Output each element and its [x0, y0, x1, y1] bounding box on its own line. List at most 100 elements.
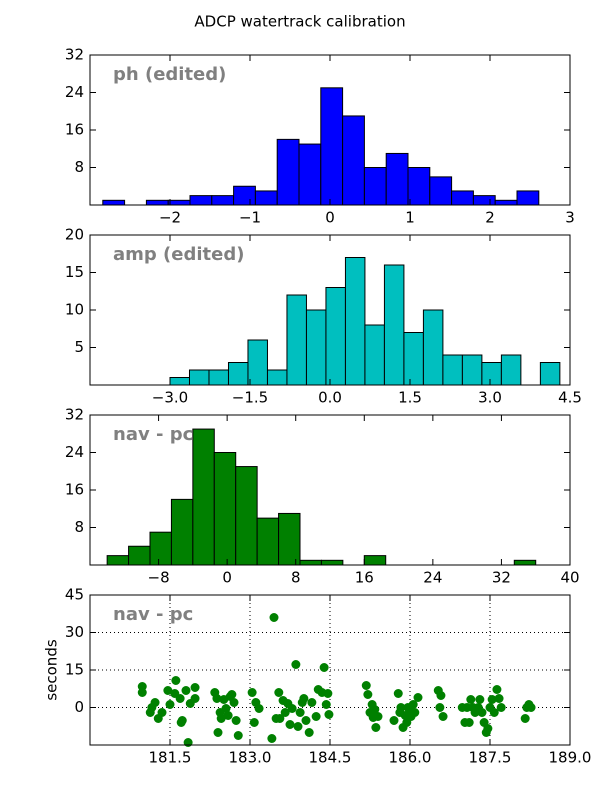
- bar: [211, 195, 235, 206]
- y-tick-label: 20: [65, 226, 84, 244]
- x-tick-label: 0: [325, 209, 335, 227]
- scatter-point: [165, 700, 175, 709]
- y-tick-label: 24: [65, 83, 84, 101]
- scatter-point: [496, 703, 506, 712]
- scatter-point: [307, 698, 317, 707]
- scatter-point: [466, 695, 476, 704]
- scatter-point: [280, 708, 290, 717]
- bar: [363, 555, 387, 566]
- bar: [513, 559, 537, 566]
- panel-label: nav - pc: [113, 424, 193, 445]
- scatter-point: [274, 688, 284, 697]
- y-tick-label: 8: [74, 518, 84, 536]
- x-tick-label: 1: [405, 209, 415, 227]
- bar: [233, 185, 256, 206]
- scatter-point: [213, 728, 223, 737]
- bar: [276, 138, 300, 206]
- scatter-point: [413, 693, 423, 702]
- bar: [266, 369, 288, 386]
- scatter-point: [150, 698, 160, 707]
- scatter-point: [275, 714, 285, 723]
- scatter-point: [267, 734, 277, 743]
- scatter-point: [410, 708, 420, 717]
- bar: [494, 199, 518, 206]
- scatter-point: [269, 613, 279, 622]
- bar: [442, 354, 463, 386]
- scatter-point: [293, 722, 303, 731]
- x-tick-label: 40: [560, 569, 579, 587]
- scatter-point: [227, 690, 237, 699]
- x-tick-label: 186.0: [389, 749, 432, 767]
- y-tick-label: 24: [65, 443, 84, 461]
- x-tick-label: 16: [355, 569, 374, 587]
- scatter-point: [464, 718, 474, 727]
- y-tick-label: 30: [65, 623, 84, 641]
- bar: [364, 324, 385, 386]
- scatter-point: [436, 691, 446, 700]
- y-tick-label: 16: [65, 481, 84, 499]
- bar: [247, 339, 268, 386]
- bar: [170, 498, 194, 566]
- bar: [472, 195, 496, 206]
- y-tick-label: 10: [65, 301, 84, 319]
- scatter-point: [190, 683, 200, 692]
- bar: [516, 190, 540, 206]
- bar: [320, 559, 344, 566]
- scatter-point: [475, 695, 485, 704]
- x-tick-label: −1: [239, 209, 261, 227]
- scatter-point: [299, 694, 309, 703]
- scatter-point: [483, 724, 493, 733]
- bar: [128, 545, 151, 566]
- bar: [320, 87, 344, 206]
- scatter-point: [287, 704, 297, 713]
- bar: [422, 309, 444, 386]
- x-tick-label: 4.5: [558, 389, 582, 407]
- scatter-point: [323, 689, 333, 698]
- scatter-point: [176, 718, 186, 727]
- bar: [298, 143, 322, 206]
- scatter-point: [363, 690, 373, 699]
- y-tick-label: 5: [74, 338, 84, 356]
- bar: [299, 559, 322, 566]
- x-tick-label: 183.0: [229, 749, 272, 767]
- scatter-point: [526, 703, 536, 712]
- bar: [383, 264, 405, 386]
- scatter-point: [361, 681, 371, 690]
- bar: [106, 555, 130, 566]
- bar: [500, 354, 522, 386]
- scatter-point: [324, 710, 334, 719]
- bar: [385, 152, 409, 206]
- scatter-point: [171, 676, 181, 685]
- scatter-point: [492, 685, 502, 694]
- scatter-point: [247, 688, 257, 697]
- bar: [167, 199, 191, 206]
- scatter-point: [231, 716, 241, 725]
- bar: [102, 199, 126, 206]
- bar: [149, 531, 172, 566]
- x-tick-label: 189.0: [549, 749, 592, 767]
- scatter-point: [285, 720, 295, 729]
- bar: [403, 332, 424, 386]
- scatter-point: [137, 688, 147, 697]
- scatter-point: [181, 686, 191, 695]
- scatter-point: [319, 663, 329, 672]
- x-tick-label: 8: [291, 569, 301, 587]
- y-tick-label: 32: [65, 46, 84, 64]
- bar: [256, 517, 280, 566]
- figure-title: ADCP watertrack calibration: [194, 13, 405, 31]
- bar: [539, 362, 561, 386]
- scatter-point: [175, 694, 185, 703]
- y-tick-label: 45: [65, 586, 84, 604]
- y-tick-label: 8: [74, 158, 84, 176]
- bar: [213, 452, 237, 566]
- bar: [407, 167, 431, 206]
- bar: [342, 115, 365, 206]
- panel-label: amp (edited): [113, 244, 244, 265]
- x-tick-label: 2: [485, 209, 495, 227]
- scatter-point: [371, 723, 381, 732]
- bar: [192, 428, 215, 566]
- x-tick-label: 3: [565, 209, 575, 227]
- scatter-point: [435, 703, 445, 712]
